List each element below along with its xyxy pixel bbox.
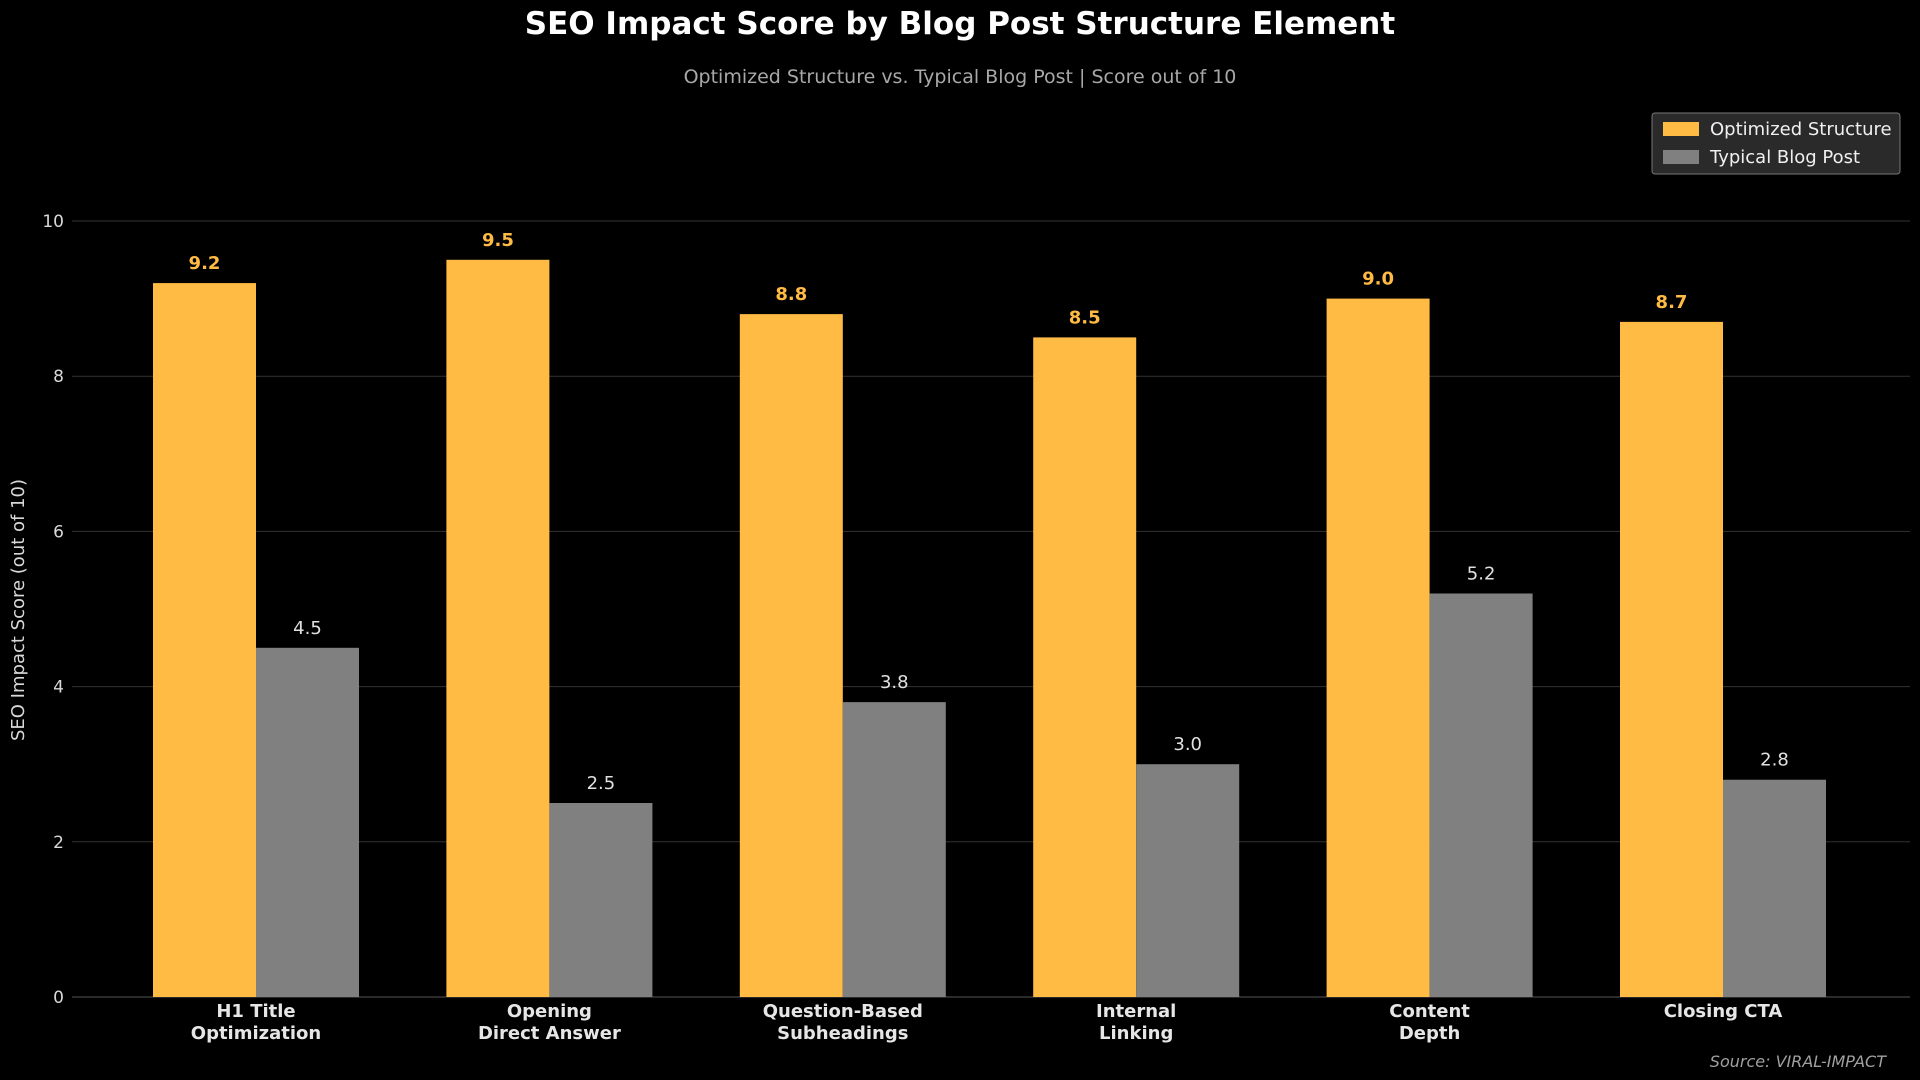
category-label: Optimization — [191, 1023, 321, 1044]
value-labels: 9.2 4.5 9.5 2.5 8.8 3.8 8.5 3.0 9.0 5.2 8.7 2.8 — [189, 230, 1789, 794]
y-tick-label: 4 — [53, 678, 64, 698]
bar-optimized — [1033, 337, 1137, 997]
bar-typical — [256, 647, 359, 997]
value-label-typical: 4.5 — [293, 618, 322, 639]
gridlines — [72, 220, 1910, 998]
bar-typical — [1136, 764, 1240, 997]
value-label-typical: 2.5 — [587, 773, 616, 794]
value-label-typical: 3.8 — [880, 672, 909, 693]
value-label-optimized: 8.5 — [1069, 307, 1101, 328]
category-label: Subheadings — [777, 1023, 908, 1044]
value-label-optimized: 8.7 — [1656, 292, 1688, 313]
category-label: Linking — [1099, 1023, 1173, 1044]
category-label: Internal — [1096, 1001, 1176, 1022]
bars — [153, 259, 1826, 998]
y-axis-ticks: 0 2 4 6 8 10 — [42, 212, 64, 1008]
legend-swatch-typical — [1663, 150, 1699, 164]
category-label: Opening — [507, 1001, 592, 1022]
value-label-typical: 3.0 — [1173, 734, 1202, 755]
value-label-optimized: 8.8 — [775, 284, 807, 305]
bar-optimized — [1326, 298, 1430, 998]
value-label-optimized: 9.2 — [189, 253, 221, 274]
bar-optimized — [446, 259, 550, 997]
value-label-optimized: 9.5 — [482, 230, 514, 251]
category-label: Content — [1389, 1001, 1470, 1022]
category-label: Direct Answer — [478, 1023, 621, 1044]
category-label: H1 Title — [216, 1001, 295, 1022]
chart-title: SEO Impact Score by Blog Post Structure … — [525, 6, 1396, 42]
legend-label-typical: Typical Blog Post — [1709, 147, 1860, 168]
legend-box — [1651, 112, 1901, 175]
category-label: Closing CTA — [1664, 1001, 1783, 1022]
bar-optimized — [1620, 321, 1723, 997]
y-tick-label: 8 — [53, 367, 64, 387]
legend: Optimized Structure Typical Blog Post — [1651, 112, 1901, 175]
chart-subtitle: Optimized Structure vs. Typical Blog Pos… — [684, 66, 1237, 88]
source-note: Source: VIRAL-IMPACT — [1710, 1052, 1887, 1071]
y-axis-label: SEO Impact Score (out of 10) — [8, 479, 29, 741]
value-label-typical: 5.2 — [1467, 563, 1496, 584]
y-tick-label: 10 — [42, 212, 64, 232]
bar-optimized — [153, 283, 256, 998]
legend-swatch-optimized — [1663, 122, 1699, 136]
y-tick-label: 2 — [53, 833, 64, 853]
y-tick-label: 0 — [53, 988, 64, 1008]
value-label-typical: 2.8 — [1760, 750, 1789, 771]
bar-typical — [549, 803, 653, 997]
legend-label-optimized: Optimized Structure — [1710, 119, 1892, 140]
bar-typical — [1723, 779, 1826, 997]
category-label: Question-Based — [763, 1001, 923, 1022]
bar-typical — [842, 702, 946, 997]
bar-optimized — [739, 314, 843, 997]
bar-typical — [1429, 593, 1533, 997]
y-tick-label: 6 — [53, 522, 64, 542]
value-label-optimized: 9.0 — [1362, 269, 1394, 290]
category-label: Depth — [1399, 1023, 1460, 1044]
